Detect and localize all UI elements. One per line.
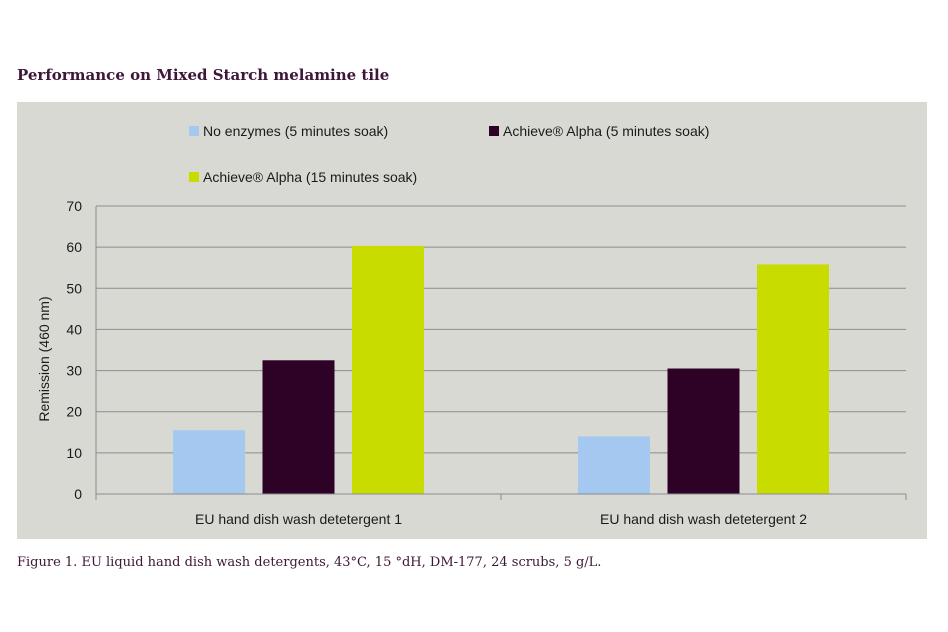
bar-1-category-2	[578, 436, 650, 494]
legend-label: Achieve® Alpha (5 minutes soak)	[503, 123, 709, 139]
y-tick-label: 50	[66, 280, 82, 296]
legend-swatch	[489, 126, 499, 136]
y-axis-title: Remission (460 nm)	[36, 296, 52, 421]
y-tick-label: 20	[66, 404, 82, 420]
legend-swatch	[189, 172, 199, 182]
y-tick-label: 70	[66, 198, 82, 214]
bar-1-category-1	[173, 430, 245, 494]
bar-3-category-2	[757, 264, 829, 494]
y-tick-label: 40	[66, 321, 82, 337]
bar-2-category-1	[262, 360, 335, 494]
bar-2-category-2	[667, 368, 740, 494]
y-tick-label: 0	[74, 486, 82, 502]
bar-chart: 0 10 20 30 40 50 60 70 EU hand dish wash deteter…	[36, 123, 907, 527]
x-category-label: EU hand dish wash detetergent 1	[195, 511, 402, 527]
bars	[173, 245, 829, 494]
figure-caption: Figure 1. EU liquid hand dish wash deter…	[17, 555, 602, 570]
bar-3-category-1	[352, 245, 424, 494]
chart-title: Performance on Mixed Starch melamine til…	[17, 66, 390, 84]
axes: 0 10 20 30 40 50 60 70 EU hand dish wash deteter…	[66, 198, 907, 527]
y-tick-label: 30	[66, 363, 82, 379]
x-category-label: EU hand dish wash detetergent 2	[600, 511, 807, 527]
gridlines	[96, 205, 906, 454]
legend-label: Achieve® Alpha (15 minutes soak)	[203, 169, 417, 185]
legend-label: No enzymes (5 minutes soak)	[203, 123, 388, 139]
y-tick-label: 60	[66, 239, 82, 255]
y-tick-label: 10	[66, 445, 82, 461]
legend: No enzymes (5 minutes soak) Achieve® Alph…	[189, 123, 709, 185]
chart-area: 0 10 20 30 40 50 60 70 EU hand dish wash deteter…	[17, 102, 927, 539]
legend-swatch	[189, 126, 199, 136]
